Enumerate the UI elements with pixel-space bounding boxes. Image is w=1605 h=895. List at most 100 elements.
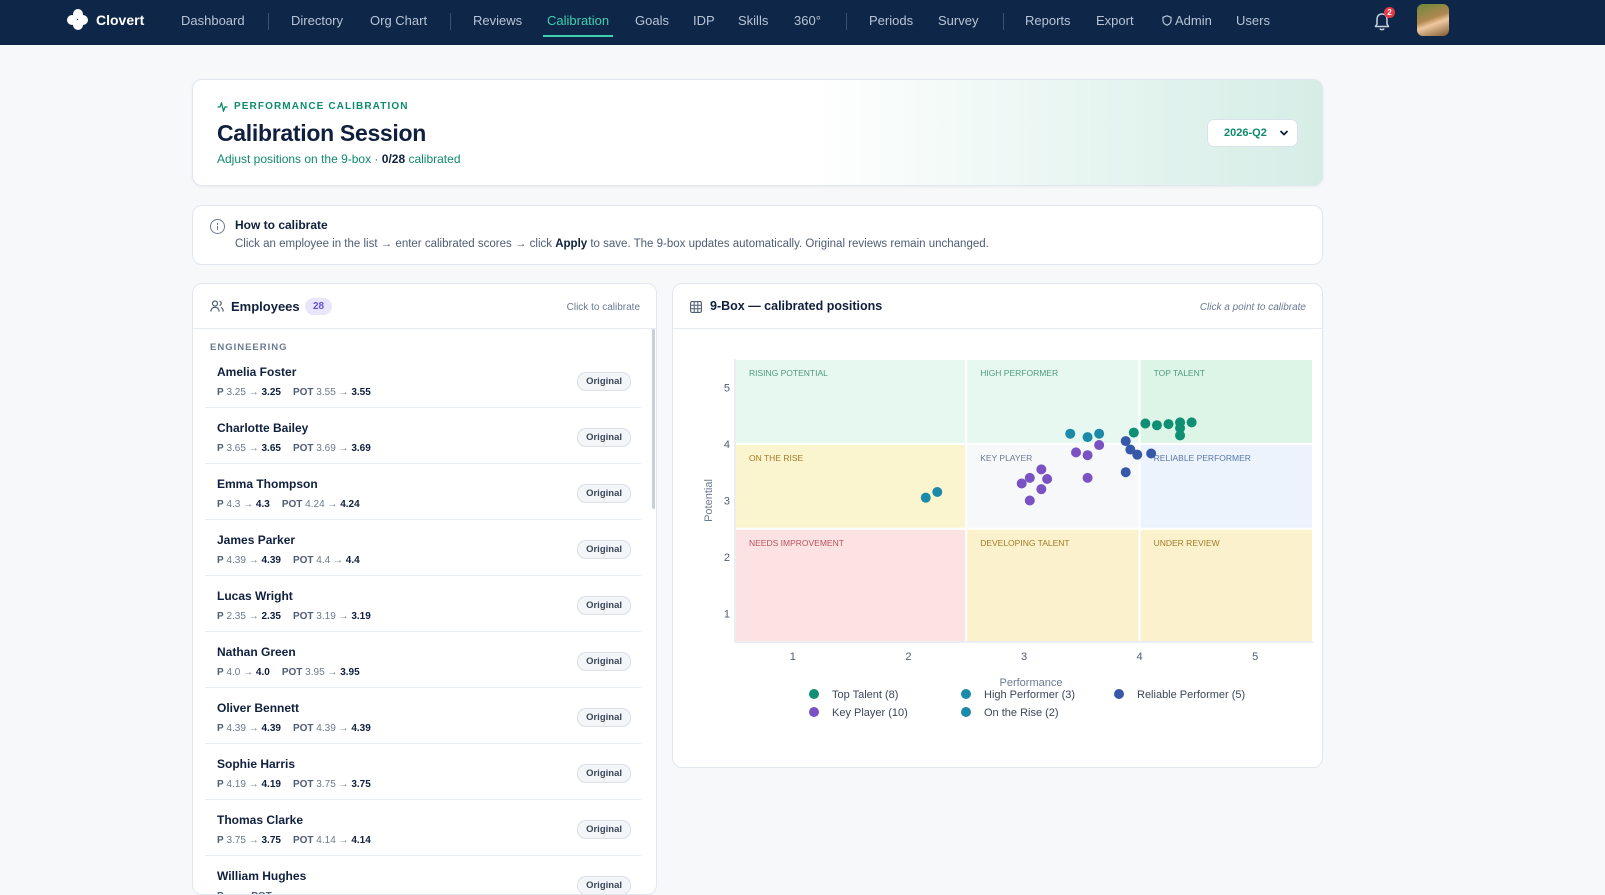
employees-header: Employees 28 Click to calibrate xyxy=(193,284,656,329)
y-tick-label: 5 xyxy=(724,382,730,394)
nav-item-360[interactable]: 360° xyxy=(794,13,821,28)
data-point[interactable] xyxy=(1082,472,1093,483)
data-point[interactable] xyxy=(1082,432,1093,443)
employee-scores: P 4.39 → 4.39 POT 4.39 → 4.39 xyxy=(217,723,371,734)
data-point[interactable] xyxy=(1036,464,1047,475)
list-item[interactable]: James Parker P 4.39 → 4.39 POT 4.4 → 4.4 Or… xyxy=(205,524,641,576)
employee-name: William Hughes xyxy=(217,869,307,883)
data-point[interactable] xyxy=(1071,447,1082,458)
grid-icon xyxy=(690,301,702,313)
perf-label: P xyxy=(217,667,224,678)
data-point[interactable] xyxy=(1186,417,1197,428)
data-point[interactable] xyxy=(1036,484,1047,495)
list-item[interactable]: Oliver Bennett P 4.39 → 4.39 POT 4.39 → 4.… xyxy=(205,692,641,744)
data-point[interactable] xyxy=(1125,444,1136,455)
list-item[interactable]: Lucas Wright P 2.35 → 2.35 POT 3.19 → 3.19… xyxy=(205,580,641,632)
nav-item-goals[interactable]: Goals xyxy=(635,13,669,28)
nav-item-reports[interactable]: Reports xyxy=(1025,13,1071,28)
data-point[interactable] xyxy=(1175,423,1186,434)
employee-scores: P 4.39 → 4.39 POT 4.4 → 4.4 xyxy=(217,555,360,566)
brand[interactable]: Clovert xyxy=(67,9,144,31)
list-item[interactable]: Sophie Harris P 4.19 → 4.19 POT 3.75 → 3.7… xyxy=(205,748,641,800)
data-point[interactable] xyxy=(1024,472,1035,483)
perf-label: P xyxy=(217,611,224,622)
nav-item-org-chart[interactable]: Org Chart xyxy=(370,13,427,28)
nav-item-admin[interactable]: Admin xyxy=(1162,13,1212,28)
howto-text-suffix: to save. The 9-box updates automatically… xyxy=(587,238,989,250)
nav-item-users[interactable]: Users xyxy=(1236,13,1270,28)
perf-label: P xyxy=(217,499,224,510)
avatar[interactable] xyxy=(1417,4,1449,36)
ninebox-hint: Click a point to calibrate xyxy=(1199,302,1306,313)
list-item[interactable]: Amelia Foster P 3.25 → 3.25 POT 3.55 → 3.5… xyxy=(205,356,641,408)
data-point[interactable] xyxy=(1151,420,1162,431)
data-point[interactable] xyxy=(1120,467,1131,478)
howto-text: Click an employee in the list → enter ca… xyxy=(235,238,989,250)
perf-label: P xyxy=(217,723,224,734)
nav-item-skills[interactable]: Skills xyxy=(738,13,768,28)
pot-calibrated: 3.75 xyxy=(351,779,371,790)
data-point[interactable] xyxy=(1163,419,1174,430)
data-point[interactable] xyxy=(1132,449,1143,460)
data-point[interactable] xyxy=(1016,478,1027,489)
nav-item-idp[interactable]: IDP xyxy=(693,13,715,28)
list-item[interactable]: William Hughes P → POT → Original xyxy=(205,860,641,894)
perf-label: P xyxy=(217,835,224,846)
legend-swatch xyxy=(961,689,971,699)
employee-scores: P 3.25 → 3.25 POT 3.55 → 3.55 xyxy=(217,387,371,398)
data-point[interactable] xyxy=(1140,418,1151,429)
perf-calibrated: 2.35 xyxy=(261,611,281,622)
perf-original: 3.75 xyxy=(226,835,246,846)
group-label: ENGINEERING xyxy=(210,342,288,353)
list-item[interactable]: Charlotte Bailey P 3.65 → 3.65 POT 3.69 → … xyxy=(205,412,641,464)
nav-item-periods[interactable]: Periods xyxy=(869,13,913,28)
nav-item-label: Users xyxy=(1236,13,1270,28)
nav-item-reviews[interactable]: Reviews xyxy=(473,13,522,28)
nav-item-label: Admin xyxy=(1175,13,1212,28)
period-select[interactable]: 2026-Q2 xyxy=(1207,119,1298,147)
x-axis-label: Performance xyxy=(1000,677,1063,689)
perf-original: 3.25 xyxy=(226,387,246,398)
data-point[interactable] xyxy=(1094,440,1105,451)
x-tick-label: 4 xyxy=(1137,651,1143,663)
data-point[interactable] xyxy=(1024,495,1035,506)
nav-item-survey[interactable]: Survey xyxy=(938,13,978,28)
perf-original: 4.39 xyxy=(226,723,246,734)
ninebox-title: 9-Box — calibrated positions xyxy=(710,299,883,313)
status-badge: Original xyxy=(577,428,631,447)
data-point[interactable] xyxy=(1094,428,1105,439)
brand-name: Clovert xyxy=(96,12,145,28)
list-item[interactable]: Emma Thompson P 4.3 → 4.3 POT 4.24 → 4.24 O… xyxy=(205,468,641,520)
x-tick-label: 3 xyxy=(1021,651,1027,663)
status-badge: Original xyxy=(577,372,631,391)
employee-scores: P 4.19 → 4.19 POT 3.75 → 3.75 xyxy=(217,779,371,790)
data-point[interactable] xyxy=(1120,436,1131,447)
data-point[interactable] xyxy=(1175,430,1186,441)
data-point[interactable] xyxy=(1082,450,1093,461)
x-tick-label: 2 xyxy=(905,651,911,663)
list-item[interactable]: Nathan Green P 4.0 → 4.0 POT 3.95 → 3.95 Or… xyxy=(205,636,641,688)
data-point[interactable] xyxy=(932,487,943,498)
nav-item-directory[interactable]: Directory xyxy=(291,13,343,28)
employees-count-badge: 28 xyxy=(305,298,333,315)
y-tick-label: 1 xyxy=(724,609,730,621)
employee-scores: P 3.65 → 3.65 POT 3.69 → 3.69 xyxy=(217,443,371,454)
employee-name: Oliver Bennett xyxy=(217,701,300,715)
scrollbar[interactable] xyxy=(652,329,655,509)
data-point[interactable] xyxy=(1128,427,1139,438)
nav-item-calibration[interactable]: Calibration xyxy=(542,13,614,37)
data-point[interactable] xyxy=(1065,428,1076,439)
data-point[interactable] xyxy=(1146,448,1157,459)
list-item[interactable]: Thomas Clarke P 3.75 → 3.75 POT 4.14 → 4.1… xyxy=(205,804,641,856)
ninebox-cell xyxy=(1138,442,1314,530)
data-point[interactable] xyxy=(1042,473,1053,484)
ninebox-cell xyxy=(965,358,1141,445)
legend-swatch xyxy=(961,707,971,717)
employee-name: Emma Thompson xyxy=(217,477,318,491)
nav-item-dashboard[interactable]: Dashboard xyxy=(181,13,245,28)
ninebox-cell-label: NEEDS IMPROVEMENT xyxy=(749,538,844,548)
y-tick-label: 4 xyxy=(724,439,730,451)
nav-item-export[interactable]: Export xyxy=(1096,13,1134,28)
data-point[interactable] xyxy=(920,492,931,503)
howto-card: How to calibrate Click an employee in th… xyxy=(192,205,1323,265)
